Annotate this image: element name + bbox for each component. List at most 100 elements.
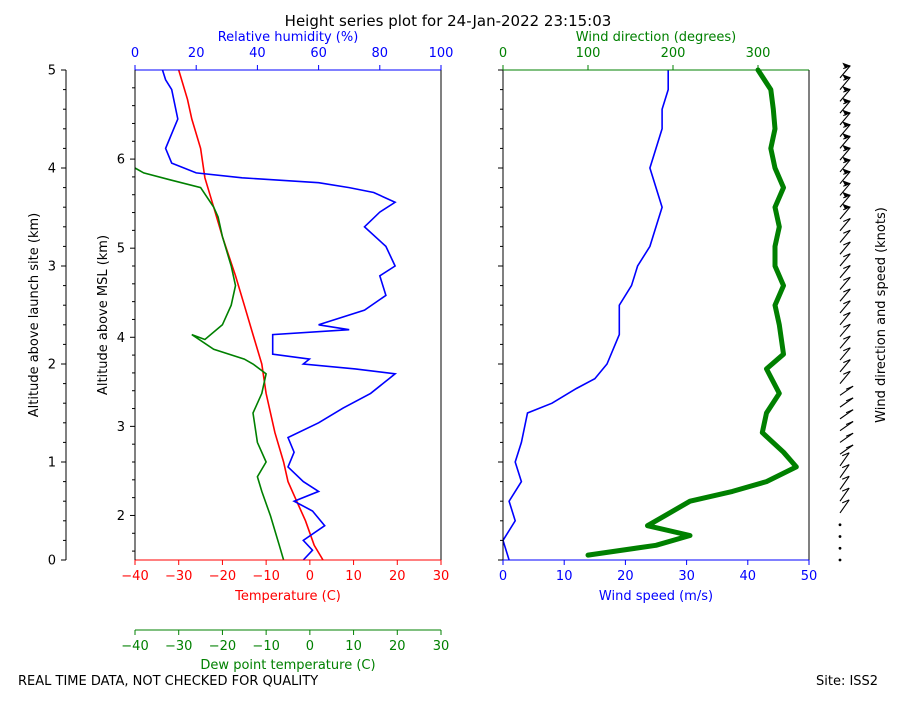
wind-speed-line bbox=[502, 70, 670, 561]
humidity-tick-label: 100 bbox=[429, 46, 454, 61]
wind-barb bbox=[839, 475, 850, 490]
dewpoint-tick-label: 30 bbox=[433, 639, 450, 654]
msl-altitude-tick-label: 2 bbox=[117, 509, 125, 524]
wind-direction-tick-label: 100 bbox=[576, 46, 601, 61]
wind-barb bbox=[839, 276, 851, 290]
dewpoint-tick-label: −30 bbox=[165, 639, 192, 654]
wind-barb-feather bbox=[843, 241, 851, 246]
wind-barb-feather bbox=[845, 397, 854, 402]
temperature-tick-label: −40 bbox=[121, 569, 148, 584]
wind-barb-feather bbox=[841, 464, 850, 469]
dewpoint-tick-label: −40 bbox=[121, 639, 148, 654]
wind-barbs-column bbox=[838, 62, 854, 562]
wind-barb-feather bbox=[843, 229, 851, 234]
wind-barb-feather bbox=[843, 253, 851, 258]
wind-barb-feather bbox=[843, 347, 851, 352]
wind-barb-pennant bbox=[842, 62, 851, 69]
launch-altitude-axis-label: Altitude above launch site (km) bbox=[27, 213, 42, 417]
wind-speed-tick-label: 30 bbox=[678, 569, 695, 584]
wind-barb-feather bbox=[843, 323, 851, 328]
wind-barb-feather bbox=[841, 475, 850, 480]
wind-barb bbox=[839, 335, 851, 349]
temperature-tick-label: −30 bbox=[165, 569, 192, 584]
wind-barb bbox=[839, 147, 851, 161]
wind-barb bbox=[839, 100, 851, 114]
wind-speed-tick-label: 10 bbox=[556, 569, 573, 584]
msl-altitude-tick-label: 6 bbox=[117, 153, 125, 168]
temperature-tick-label: 20 bbox=[389, 569, 406, 584]
wind-barb-feather bbox=[843, 359, 851, 364]
calm-wind-dot bbox=[838, 523, 842, 527]
wind-barb bbox=[839, 452, 850, 467]
wind-barb bbox=[839, 76, 851, 90]
quality-notice: REAL TIME DATA, NOT CHECKED FOR QUALITY bbox=[18, 674, 319, 689]
wind-barb bbox=[839, 288, 851, 302]
wind-barb-pennant bbox=[842, 74, 851, 81]
msl-altitude-tick-label: 5 bbox=[117, 242, 125, 257]
wind-barb bbox=[839, 499, 850, 514]
launch-altitude-tick-label: 5 bbox=[48, 64, 56, 79]
wind-barb-feather bbox=[843, 288, 851, 293]
humidity-tick-label: 20 bbox=[188, 46, 205, 61]
wind-barb-feather bbox=[843, 311, 851, 317]
wind-barb bbox=[839, 359, 851, 373]
wind-barb bbox=[839, 229, 851, 243]
chart-title: Height series plot for 24-Jan-2022 23:15… bbox=[285, 12, 612, 30]
dewpoint-axis-label: Dew point temperature (C) bbox=[200, 658, 375, 673]
wind-speed-tick-label: 20 bbox=[617, 569, 634, 584]
site-label: Site: ISS2 bbox=[816, 674, 879, 689]
wind-barb bbox=[839, 253, 851, 267]
dew-point-line bbox=[134, 167, 285, 561]
wind-barb-feather bbox=[843, 370, 851, 375]
wind-barb bbox=[839, 312, 851, 326]
wind-barb bbox=[839, 124, 851, 137]
wind-barb-feather bbox=[841, 499, 850, 504]
wind-barb bbox=[839, 159, 851, 173]
temperature-tick-label: −10 bbox=[252, 569, 279, 584]
wind-barb-pennant bbox=[842, 86, 851, 93]
wind-barb bbox=[839, 182, 851, 196]
wind-barb-pennant bbox=[842, 109, 851, 116]
launch-altitude-tick-label: 2 bbox=[48, 358, 56, 373]
wind-direction-tick-label: 200 bbox=[661, 46, 686, 61]
wind-barb-feather bbox=[843, 276, 851, 281]
wind-barb-feather bbox=[843, 217, 851, 223]
wind-direction-line bbox=[585, 67, 799, 558]
msl-altitude-tick-label: 4 bbox=[117, 331, 125, 346]
msl-altitude-tick-label: 3 bbox=[117, 420, 125, 435]
calm-wind-dot bbox=[838, 535, 842, 538]
wind-barb-pennant bbox=[842, 156, 851, 163]
wind-barb bbox=[839, 206, 851, 220]
dewpoint-tick-label: 20 bbox=[389, 639, 406, 654]
wind-barb-pennant bbox=[842, 191, 851, 198]
wind-barb-feather bbox=[845, 444, 854, 449]
wind-barb-feather bbox=[845, 432, 854, 437]
wind-barbs-axis-label: Wind direction and speed (knots) bbox=[874, 207, 889, 423]
wind-barb-feather bbox=[843, 335, 851, 340]
wind-barb bbox=[839, 112, 851, 126]
relative-humidity-line bbox=[161, 69, 398, 561]
wind-barb bbox=[839, 487, 850, 502]
wind-barb-feather bbox=[845, 420, 854, 426]
wind-barb bbox=[839, 171, 851, 185]
humidity-tick-label: 0 bbox=[131, 46, 139, 61]
wind-barb-pennant bbox=[842, 97, 851, 104]
wind-barb bbox=[839, 397, 854, 408]
humidity-tick-label: 40 bbox=[249, 46, 266, 61]
wind-barb bbox=[839, 241, 851, 255]
wind-barb bbox=[839, 135, 851, 149]
wind-barb-feather bbox=[845, 385, 854, 390]
wind-barb bbox=[839, 300, 851, 314]
wind-speed-tick-label: 40 bbox=[740, 569, 757, 584]
launch-altitude-tick-label: 3 bbox=[48, 260, 56, 275]
wind-speed-tick-label: 50 bbox=[801, 569, 818, 584]
temperature-tick-label: 10 bbox=[345, 569, 362, 584]
wind-barb-feather bbox=[841, 452, 850, 457]
temperature-tick-label: −20 bbox=[209, 569, 236, 584]
wind-barb-pennant bbox=[842, 180, 851, 187]
wind-barb bbox=[839, 88, 851, 102]
dewpoint-tick-label: 10 bbox=[345, 639, 362, 654]
msl-altitude-axis-label: Altitude above MSL (km) bbox=[96, 235, 111, 395]
launch-altitude-tick-label: 1 bbox=[48, 456, 56, 471]
